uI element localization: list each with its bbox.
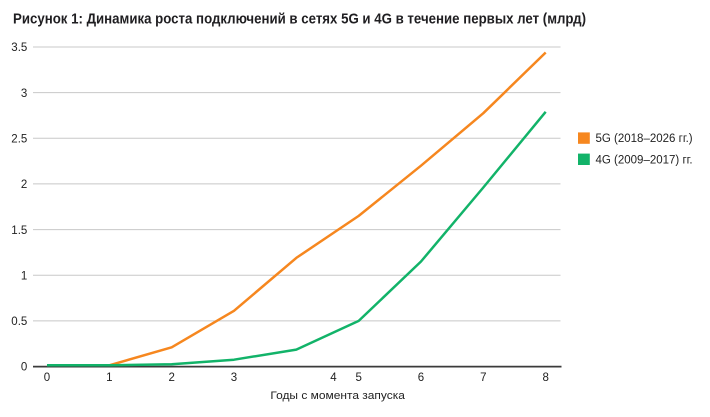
svg-text:Рисунок 1: Динамика роста подк: Рисунок 1: Динамика роста подключений в … bbox=[13, 10, 586, 27]
svg-text:1: 1 bbox=[106, 372, 112, 384]
svg-text:Годы с момента запуска: Годы с момента запуска bbox=[270, 390, 405, 402]
svg-text:3: 3 bbox=[21, 88, 27, 100]
svg-text:0: 0 bbox=[21, 362, 27, 374]
svg-text:3.5: 3.5 bbox=[11, 42, 27, 54]
svg-text:1.5: 1.5 bbox=[11, 225, 27, 237]
svg-text:4G (2009–2017) гг.: 4G (2009–2017) гг. bbox=[596, 154, 693, 166]
svg-text:2.5: 2.5 bbox=[11, 134, 27, 146]
svg-text:8: 8 bbox=[542, 372, 548, 384]
svg-text:0: 0 bbox=[44, 372, 50, 384]
svg-text:3: 3 bbox=[231, 372, 237, 384]
svg-text:4: 4 bbox=[330, 372, 337, 384]
svg-text:1: 1 bbox=[21, 270, 27, 282]
svg-text:5: 5 bbox=[355, 372, 361, 384]
svg-text:6: 6 bbox=[418, 372, 424, 384]
svg-text:2: 2 bbox=[168, 372, 174, 384]
svg-text:7: 7 bbox=[480, 372, 486, 384]
svg-text:5G (2018–2026 гг.): 5G (2018–2026 гг.) bbox=[596, 133, 693, 145]
svg-text:0.5: 0.5 bbox=[11, 316, 27, 328]
svg-text:2: 2 bbox=[21, 179, 27, 191]
